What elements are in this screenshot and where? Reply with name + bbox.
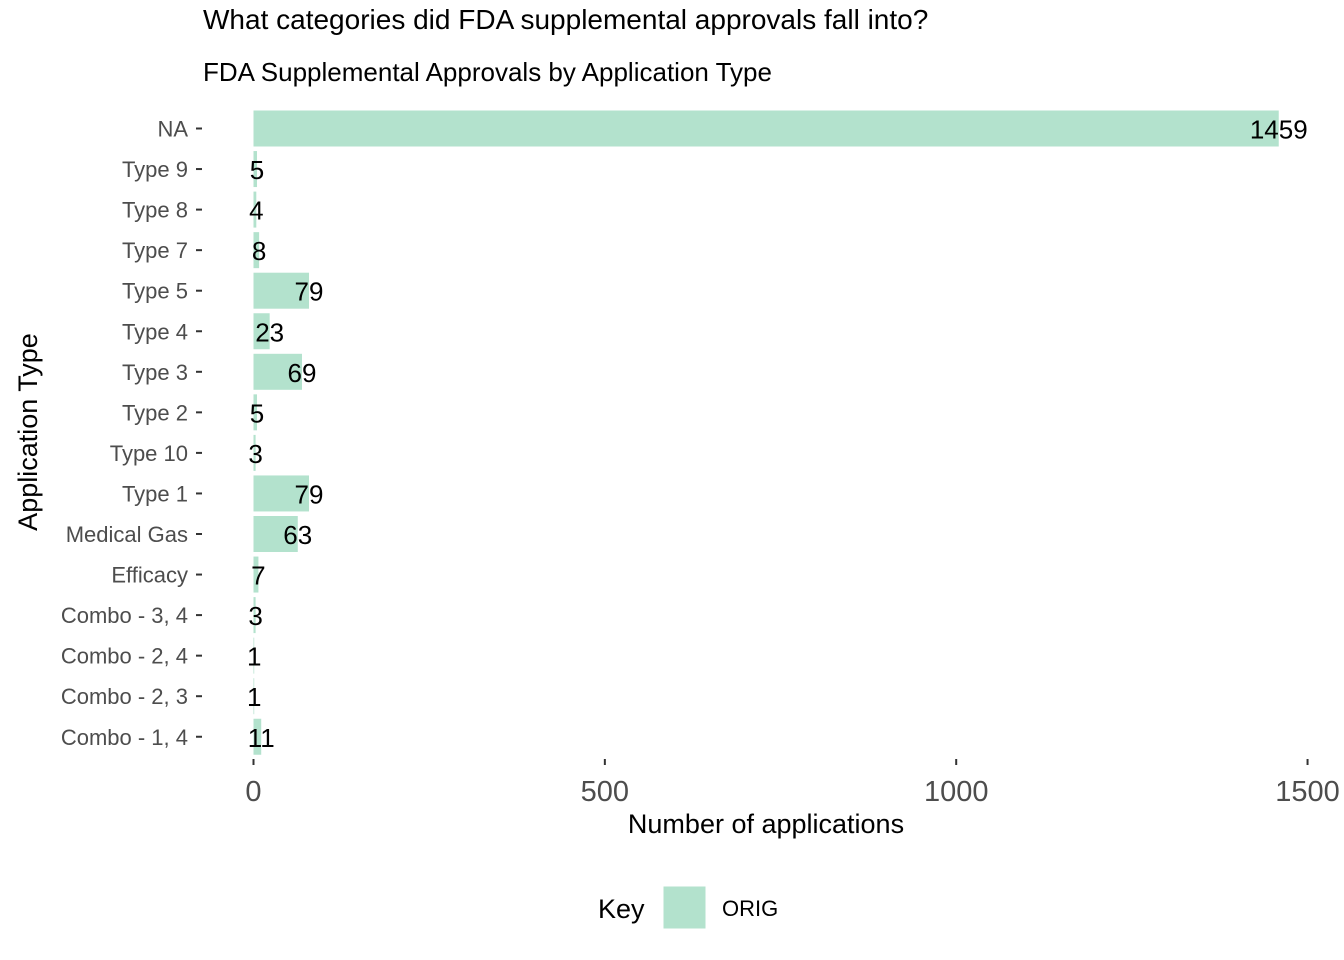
y-tick-label: Type 10 xyxy=(110,441,188,466)
legend-swatch xyxy=(662,885,707,930)
chart-title: What categories did FDA supplemental app… xyxy=(203,4,928,35)
y-tick-label: Medical Gas xyxy=(66,522,188,547)
y-tick-label: Type 5 xyxy=(122,279,188,304)
bar xyxy=(253,718,262,755)
data-label: 63 xyxy=(283,520,312,550)
data-label: 69 xyxy=(288,358,317,388)
bars xyxy=(253,110,1279,755)
bar xyxy=(253,556,259,593)
bar xyxy=(253,434,256,471)
y-tick-label: Type 2 xyxy=(122,400,188,425)
y-axis-title: Application Type xyxy=(13,333,43,531)
y-tick-label: Type 7 xyxy=(122,238,188,263)
data-label: 79 xyxy=(295,277,324,307)
bar xyxy=(253,151,258,188)
legend-title: Key xyxy=(598,894,645,924)
y-tick-label: Combo - 2, 3 xyxy=(61,684,188,709)
data-label: 7 xyxy=(251,561,265,591)
y-tick-label: Type 8 xyxy=(122,198,188,223)
x-tick-label: 0 xyxy=(245,776,261,808)
x-tick-label: 1500 xyxy=(1275,776,1340,808)
bar xyxy=(253,313,270,350)
data-label: 8 xyxy=(252,236,266,266)
chart-subtitle: FDA Supplemental Approvals by Applicatio… xyxy=(203,57,772,87)
bar xyxy=(253,110,1279,147)
y-axis: NA Type 9 Type 8 Type 7 Type 5 Type 4 Type 3 Ty… xyxy=(61,117,202,750)
data-label: 5 xyxy=(250,398,264,428)
data-label: 23 xyxy=(255,317,284,347)
data-label: 11 xyxy=(248,723,275,753)
data-label: 79 xyxy=(295,479,324,509)
data-label: 5 xyxy=(250,155,264,185)
bar xyxy=(253,272,310,309)
data-label: 4 xyxy=(249,196,263,226)
bar xyxy=(253,191,257,228)
y-tick-label: Combo - 1, 4 xyxy=(61,725,188,750)
y-tick-label: Type 4 xyxy=(122,319,188,344)
bar xyxy=(253,637,255,674)
bar xyxy=(253,394,258,431)
y-tick-label: Efficacy xyxy=(111,563,188,588)
y-tick-label: Type 9 xyxy=(122,157,188,182)
x-tick-label: 500 xyxy=(581,776,629,808)
data-label: 3 xyxy=(248,439,262,469)
bar xyxy=(253,678,255,715)
y-tick-label: NA xyxy=(157,117,188,142)
bar xyxy=(253,516,298,552)
legend: Key ORIG xyxy=(598,885,778,930)
data-label: 1459 xyxy=(1250,115,1308,145)
x-axis-title: Number of applications xyxy=(628,809,904,839)
y-tick-label: Combo - 2, 4 xyxy=(61,644,188,669)
x-tick-label: 1000 xyxy=(924,776,989,808)
bar xyxy=(253,597,256,634)
bar xyxy=(253,353,302,390)
y-tick-label: Combo - 3, 4 xyxy=(61,603,188,628)
data-label: 3 xyxy=(248,601,262,631)
bar xyxy=(253,232,260,269)
legend-label: ORIG xyxy=(722,896,778,921)
data-label: 1 xyxy=(247,642,261,672)
y-tick-label: Type 1 xyxy=(122,481,188,506)
x-axis: 0 500 1000 1500 xyxy=(245,759,1340,808)
bar xyxy=(253,475,310,512)
y-tick-label: Type 3 xyxy=(122,360,188,385)
data-label: 1 xyxy=(247,682,261,712)
